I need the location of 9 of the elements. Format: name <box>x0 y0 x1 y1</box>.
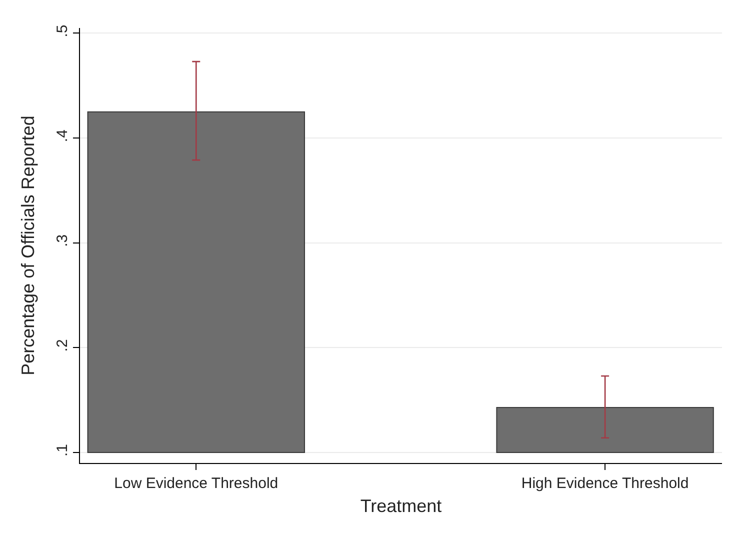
x-tick-label: High Evidence Threshold <box>521 475 689 492</box>
y-tick-label: .3 <box>54 234 71 247</box>
y-tick-label: .5 <box>54 24 71 38</box>
x-axis-title: Treatment <box>360 496 442 516</box>
y-tick-label: .4 <box>54 130 71 142</box>
x-tick-label: Low Evidence Threshold <box>114 475 278 492</box>
y-tick-label: .2 <box>54 339 71 352</box>
y-axis-title: Percentage of Officials Reported <box>18 116 38 376</box>
y-tick-label: .1 <box>54 444 71 457</box>
